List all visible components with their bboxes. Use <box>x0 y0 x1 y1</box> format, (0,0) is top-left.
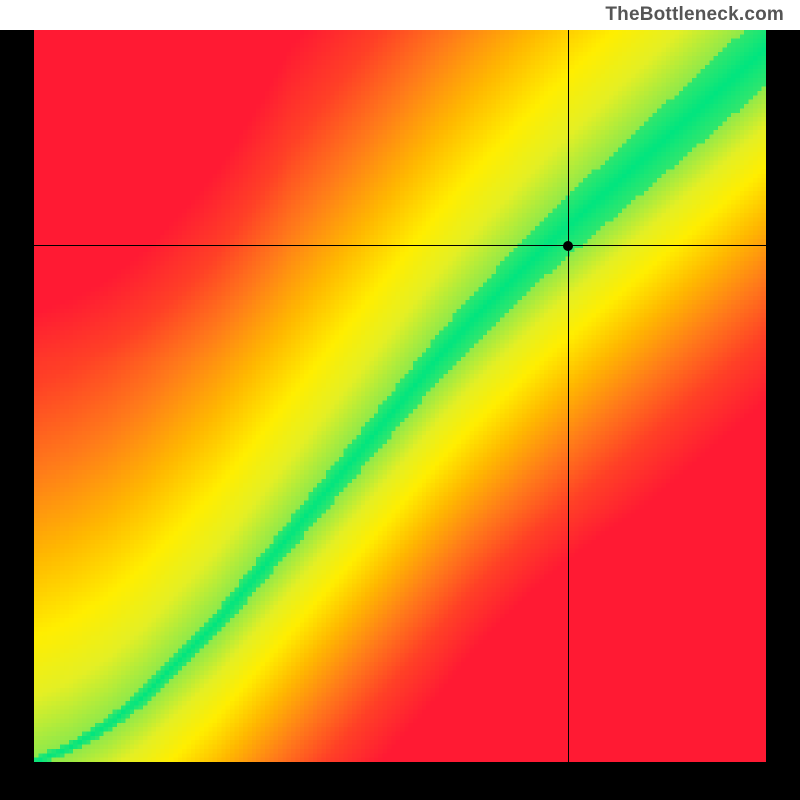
heatmap-plot-area <box>34 30 766 762</box>
crosshair-horizontal-line <box>34 245 766 246</box>
watermark-text: TheBottleneck.com <box>605 4 784 26</box>
heatmap-canvas <box>34 30 766 762</box>
figure-outer-frame <box>0 30 800 800</box>
selection-marker-dot <box>563 241 573 251</box>
crosshair-vertical-line <box>568 30 569 762</box>
